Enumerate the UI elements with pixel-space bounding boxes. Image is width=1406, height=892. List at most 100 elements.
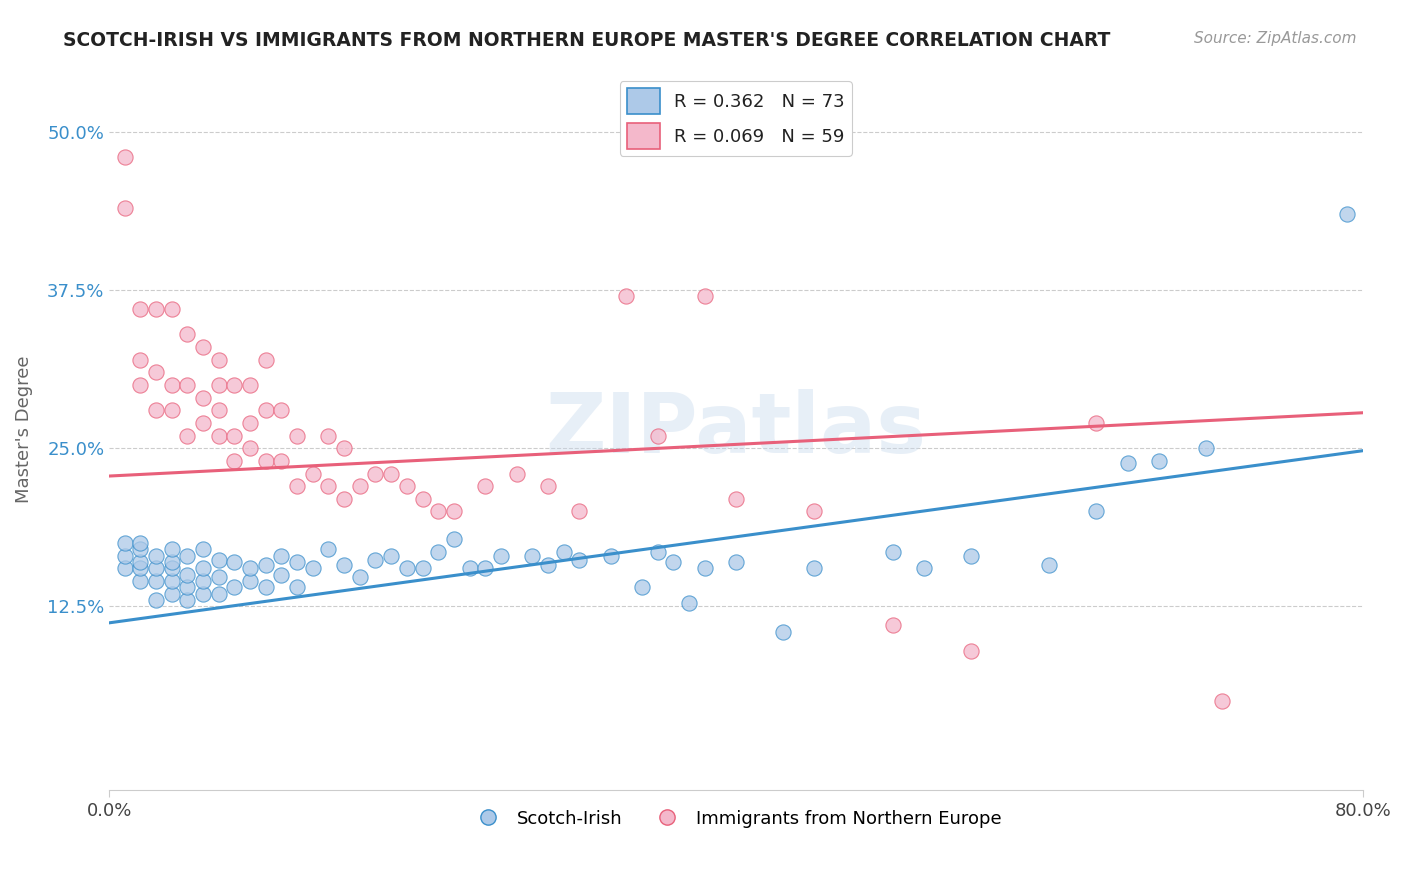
Point [960,643,983,657]
Point [114,549,136,563]
Point [1085,504,1108,518]
Point [522,549,544,563]
Point [333,441,356,455]
Point [724,491,747,506]
Point [349,479,371,493]
Point [693,289,716,303]
Point [254,454,277,468]
Point [145,365,167,379]
Point [1195,441,1218,455]
Point [114,536,136,550]
Point [568,552,591,566]
Point [960,549,983,563]
Point [474,479,496,493]
Point [208,428,231,442]
Point [129,542,152,557]
Point [208,352,231,367]
Point [224,555,246,569]
Point [411,491,433,506]
Point [129,352,152,367]
Point [208,552,231,566]
Point [254,581,277,595]
Point [160,555,183,569]
Point [285,428,308,442]
Point [270,549,292,563]
Point [191,574,214,588]
Legend: Scotch-Irish, Immigrants from Northern Europe: Scotch-Irish, Immigrants from Northern E… [463,803,1010,835]
Point [176,428,198,442]
Point [1085,416,1108,430]
Point [224,581,246,595]
Point [647,545,669,559]
Point [239,561,262,575]
Point [176,581,198,595]
Point [270,567,292,582]
Point [803,504,825,518]
Point [1147,454,1170,468]
Point [301,467,323,481]
Point [285,555,308,569]
Point [270,403,292,417]
Point [364,552,387,566]
Point [160,378,183,392]
Text: Source: ZipAtlas.com: Source: ZipAtlas.com [1194,31,1357,46]
Point [224,454,246,468]
Point [614,289,637,303]
Point [318,479,340,493]
Point [364,467,387,481]
Text: SCOTCH-IRISH VS IMMIGRANTS FROM NORTHERN EUROPE MASTER'S DEGREE CORRELATION CHAR: SCOTCH-IRISH VS IMMIGRANTS FROM NORTHERN… [63,31,1111,50]
Point [333,491,356,506]
Point [647,428,669,442]
Point [318,542,340,557]
Point [411,561,433,575]
Point [662,555,685,569]
Point [224,428,246,442]
Point [724,555,747,569]
Point [145,301,167,316]
Point [505,467,527,481]
Point [333,558,356,572]
Point [285,581,308,595]
Point [270,454,292,468]
Point [114,561,136,575]
Point [129,378,152,392]
Point [568,504,591,518]
Point [380,549,402,563]
Point [191,542,214,557]
Point [191,416,214,430]
Point [208,378,231,392]
Point [129,301,152,316]
Point [912,561,935,575]
Point [208,403,231,417]
Point [145,561,167,575]
Point [443,533,465,547]
Text: ZIPatlas: ZIPatlas [546,389,927,470]
Point [1211,694,1233,708]
Point [114,150,136,164]
Point [145,403,167,417]
Point [254,558,277,572]
Point [160,574,183,588]
Point [129,574,152,588]
Point [160,403,183,417]
Point [208,570,231,584]
Point [239,441,262,455]
Point [803,561,825,575]
Point [239,378,262,392]
Point [145,593,167,607]
Point [631,581,654,595]
Point [678,596,700,610]
Point [489,549,512,563]
Point [1038,558,1060,572]
Point [239,574,262,588]
Point [145,549,167,563]
Point [129,561,152,575]
Point [160,561,183,575]
Point [458,561,481,575]
Point [395,479,418,493]
Point [395,561,418,575]
Point [129,536,152,550]
Point [882,618,904,632]
Point [129,555,152,569]
Point [191,391,214,405]
